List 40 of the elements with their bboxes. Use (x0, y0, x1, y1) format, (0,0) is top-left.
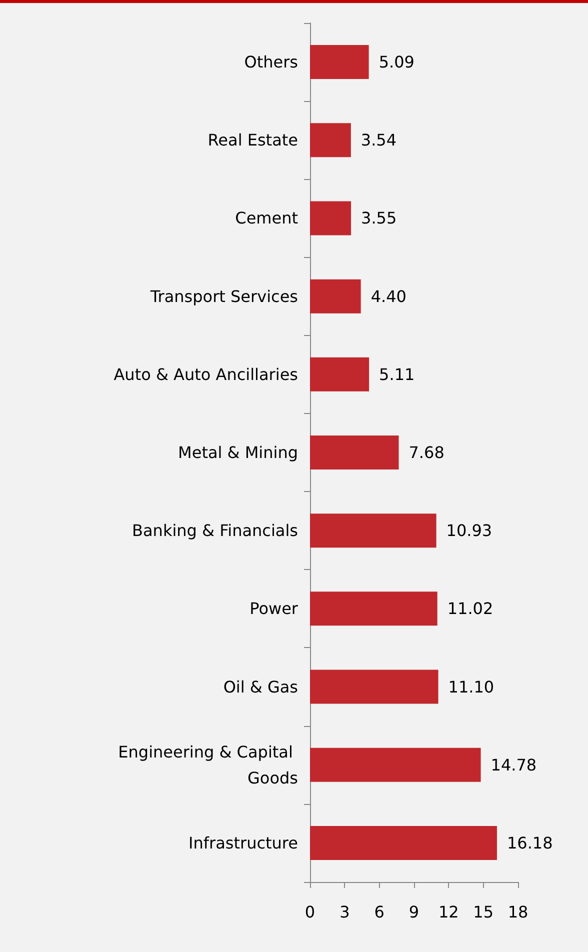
y-tick-label: Transport Services (149, 286, 298, 306)
data-label: 16.18 (506, 833, 553, 852)
bar (310, 514, 436, 548)
y-tick-label: Engineering & Capital Goods (118, 742, 298, 788)
y-tick-label: Power (250, 599, 298, 618)
data-label: 4.40 (370, 286, 406, 306)
data-label: 5.11 (379, 364, 415, 384)
y-tick-label: Banking & Financials (132, 521, 298, 540)
data-label: 3.54 (360, 130, 397, 150)
data-label: 5.09 (378, 52, 414, 72)
bar (310, 201, 352, 236)
bar (310, 670, 438, 704)
data-label: 11.02 (447, 599, 494, 618)
data-label: 7.68 (408, 443, 444, 462)
x-tick-label: 6 (374, 902, 384, 922)
y-tick-label: Auto & Auto Ancillaries (114, 364, 298, 384)
data-label: 11.10 (448, 677, 494, 696)
y-tick-label: Cement (235, 208, 298, 228)
data-label: 10.93 (446, 521, 492, 540)
y-tick-label: Others (244, 52, 298, 72)
bar (310, 123, 351, 158)
bar (310, 826, 497, 860)
y-tick-label: Infrastructure (188, 833, 298, 852)
bar (310, 357, 370, 392)
y-tick-label: Metal & Mining (178, 443, 298, 462)
x-tick-label: 15 (473, 902, 494, 922)
data-label: 14.78 (490, 755, 537, 774)
x-tick-label: 3 (340, 902, 350, 922)
bar (310, 748, 481, 782)
x-tick-label: 12 (438, 902, 459, 922)
y-tick-label: Real Estate (208, 130, 298, 150)
x-tick-label: 18 (508, 902, 528, 922)
x-tick-label: 9 (408, 902, 420, 922)
bar (310, 45, 369, 80)
y-tick-label: Oil & Gas (223, 677, 298, 696)
bar (310, 592, 438, 626)
data-label: 3.55 (361, 208, 397, 228)
bar (310, 279, 361, 314)
x-tick-label: 0 (304, 902, 316, 922)
bar (310, 436, 399, 470)
